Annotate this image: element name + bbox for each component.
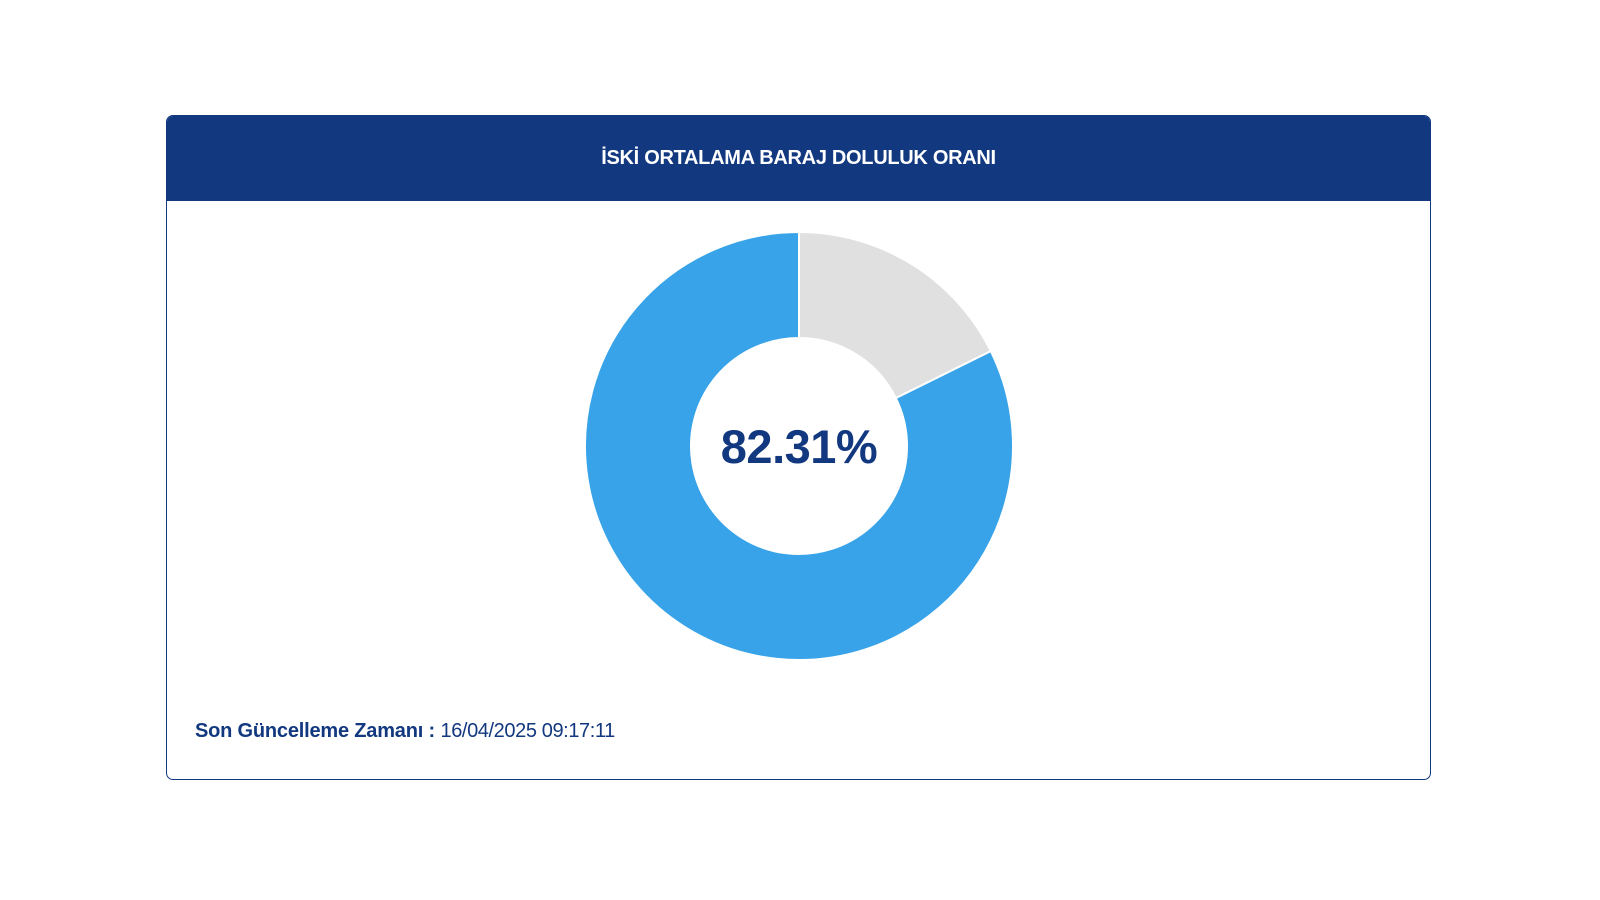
donut-chart: 82.31%	[584, 231, 1014, 661]
filled-segment	[584, 231, 1014, 661]
empty-segment	[798, 231, 993, 400]
card-header: İSKİ ORTALAMA BARAJ DOLULUK ORANI	[167, 116, 1430, 201]
card-title: İSKİ ORTALAMA BARAJ DOLULUK ORANI	[601, 147, 996, 169]
last-update-label: Son Güncelleme Zamanı :	[195, 720, 435, 742]
donut-chart-svg	[584, 231, 1014, 661]
dam-fill-card: İSKİ ORTALAMA BARAJ DOLULUK ORANI 82.31%…	[166, 115, 1431, 780]
last-update-value: 16/04/2025 09:17:11	[440, 720, 615, 742]
fill-percentage-label: 82.31%	[720, 419, 878, 473]
last-update: Son Güncelleme Zamanı : 16/04/2025 09:17…	[195, 720, 615, 743]
